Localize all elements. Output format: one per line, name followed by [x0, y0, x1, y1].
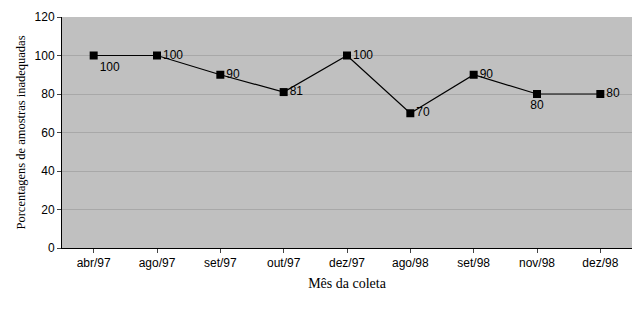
svg-text:set/98: set/98 [457, 256, 490, 270]
svg-text:90: 90 [480, 67, 494, 81]
svg-text:nov/98: nov/98 [519, 256, 555, 270]
svg-text:90: 90 [226, 67, 240, 81]
svg-text:60: 60 [41, 126, 55, 140]
svg-text:out/97: out/97 [267, 256, 301, 270]
svg-text:81: 81 [290, 84, 304, 98]
svg-text:0: 0 [48, 241, 55, 255]
svg-text:ago/97: ago/97 [139, 256, 176, 270]
svg-text:40: 40 [41, 164, 55, 178]
svg-text:100: 100 [35, 49, 55, 63]
svg-text:set/97: set/97 [204, 256, 237, 270]
svg-text:100: 100 [163, 48, 183, 62]
svg-text:70: 70 [416, 105, 430, 119]
svg-text:100: 100 [100, 60, 120, 74]
svg-text:abr/97: abr/97 [77, 256, 111, 270]
svg-text:100: 100 [353, 48, 373, 62]
svg-text:80: 80 [606, 86, 620, 100]
svg-text:20: 20 [41, 203, 55, 217]
svg-text:dez/98: dez/98 [582, 256, 618, 270]
svg-text:Porcentagens de amostras inade: Porcentagens de amostras inadequadas [14, 35, 28, 229]
svg-text:dez/97: dez/97 [329, 256, 365, 270]
svg-text:ago/98: ago/98 [392, 256, 429, 270]
svg-text:Mês da coleta: Mês da coleta [308, 276, 387, 291]
svg-text:80: 80 [530, 98, 544, 112]
svg-text:120: 120 [35, 10, 55, 24]
svg-text:80: 80 [41, 87, 55, 101]
